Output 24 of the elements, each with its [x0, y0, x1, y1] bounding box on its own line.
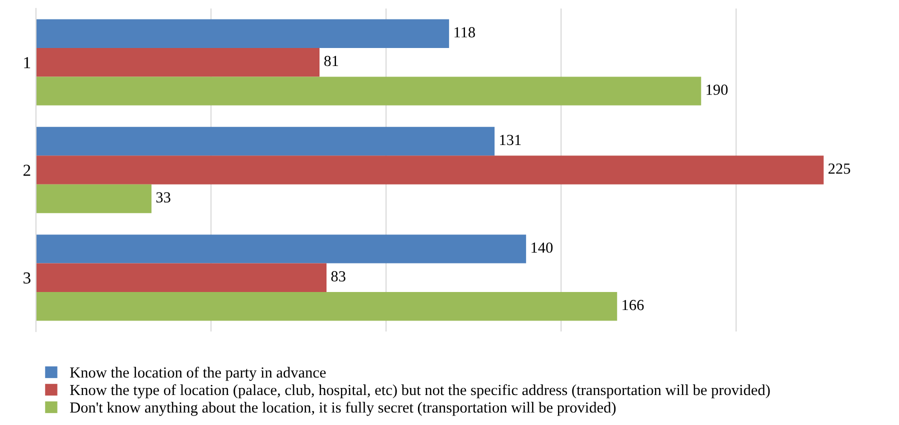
- data-label: 118: [454, 27, 475, 38]
- bar: [36, 292, 618, 321]
- legend-label: Know the type of location (palace, club, hospital, etc) but not the specific address (transportation will be provided): [70, 384, 770, 398]
- data-label: 225: [828, 164, 850, 174]
- data-label: 140: [532, 242, 553, 253]
- data-label: 81: [324, 56, 338, 66]
- data-label: 166: [622, 300, 644, 310]
- data-label: 83: [331, 271, 346, 282]
- data-label: 190: [706, 84, 728, 95]
- y-tick-label: 1: [24, 57, 30, 68]
- bar: [36, 263, 327, 292]
- data-label: 131: [500, 134, 521, 146]
- legend-label: Don't know anything about the location, it is fully secret (transportation will be provided): [70, 402, 616, 416]
- data-label: 33: [156, 192, 170, 203]
- bar: [36, 234, 526, 264]
- bar: [36, 48, 320, 77]
- y-tick-label: 2: [23, 164, 30, 176]
- bar: [36, 156, 824, 184]
- y-tick-label: 3: [24, 272, 30, 284]
- bar: [36, 126, 495, 156]
- bar: [36, 76, 702, 106]
- bar: [36, 19, 450, 48]
- bar: [36, 184, 152, 214]
- legend-label: Know the location of the party in advance: [70, 366, 326, 381]
